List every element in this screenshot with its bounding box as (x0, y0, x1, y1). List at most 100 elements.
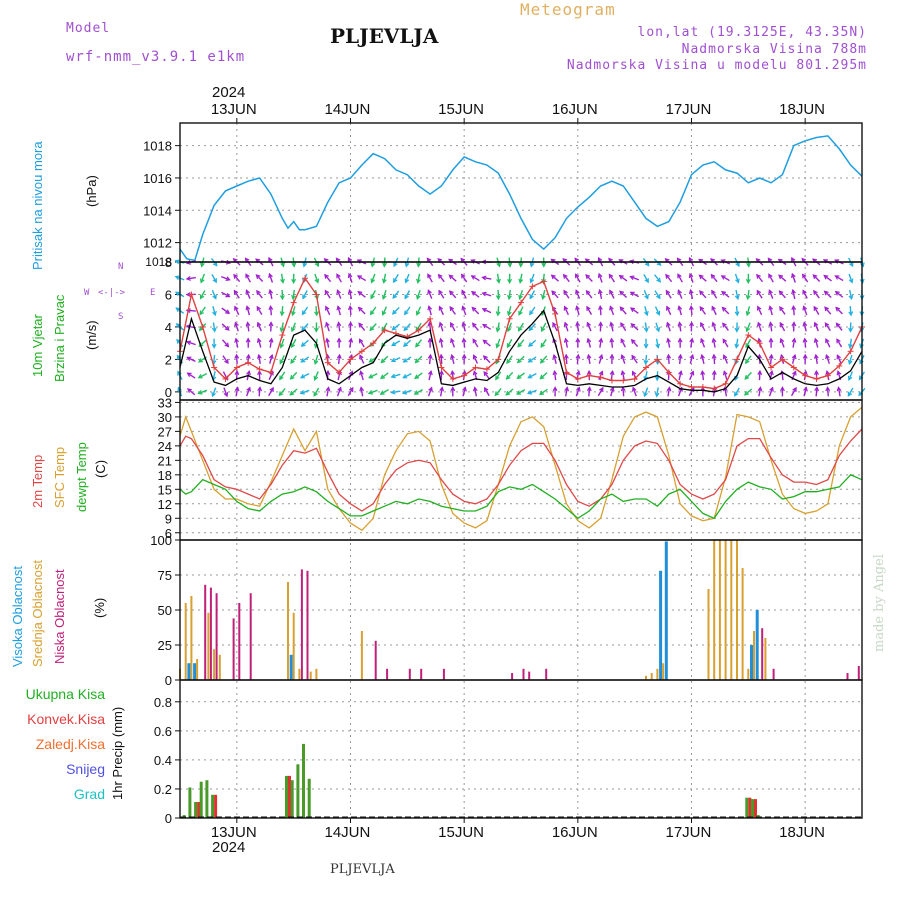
wind-arrow (211, 387, 217, 397)
wind-arrow-head (575, 353, 581, 359)
wind-arrow (315, 306, 318, 316)
cloud-mid-bar (287, 582, 289, 680)
wind-arrow-head (539, 358, 545, 364)
precip-tick-label: 0.2 (154, 782, 172, 797)
wind-arrow (246, 387, 251, 397)
wind-arrow (439, 338, 443, 348)
wind-arrow (336, 290, 342, 299)
wind-arrow (527, 389, 537, 395)
wind-arrow (563, 274, 570, 283)
wind-arrow-head (245, 305, 251, 311)
wind-arrow (495, 371, 502, 380)
wind-arrow-head (234, 369, 240, 376)
wind-arrow (621, 354, 626, 364)
wind-arrow-head (802, 353, 808, 359)
wind-arrow-head (336, 289, 341, 295)
wind-arrow-head (393, 278, 398, 284)
wind-arrow-head (551, 290, 557, 296)
wind-arrow (391, 390, 401, 394)
wind-arrow-head (482, 339, 488, 345)
wind-arrow (610, 338, 614, 348)
wind-arrow-head (233, 289, 239, 295)
wind-arrow (643, 387, 649, 397)
wind-arrow-head (278, 391, 284, 397)
cloud-mid-bar (764, 638, 767, 680)
wind-arrow-head (314, 262, 320, 268)
wind-arrow-head (575, 289, 580, 295)
wind-arrow-head (438, 305, 444, 311)
wind-arrow (268, 273, 274, 283)
wind-arrow-head (393, 262, 398, 268)
wind-arrow (325, 322, 330, 332)
wind-arrow (414, 372, 423, 379)
wind-arrow-head (495, 311, 501, 317)
wind-arrow-head (630, 338, 636, 344)
wind-arrow-head (427, 273, 432, 279)
wind-arrow-head (586, 337, 592, 343)
wind-arrow (302, 290, 308, 299)
wind-arrow (403, 339, 412, 347)
wind-arrow-head (516, 390, 522, 395)
wind-arrow (507, 306, 512, 316)
wind-arrow-head (507, 294, 512, 301)
wind-arrow-head (268, 256, 273, 262)
wind-arrow-head (234, 337, 239, 343)
wind-arrow (609, 306, 615, 316)
wind-arrow-head (746, 262, 751, 268)
wind-arrow-head (824, 306, 829, 312)
legend-total-rain: Ukupna Kisa (25, 686, 105, 702)
wind-arrow (200, 273, 205, 283)
cloud-mid-bar (196, 659, 199, 680)
wind-arrow-head (575, 321, 581, 327)
wind-arrow-head (552, 321, 557, 327)
wind-arrow-head (268, 288, 274, 295)
wind-arrow-head (688, 256, 694, 262)
wind-arrow-head (848, 278, 854, 284)
wind-arrow (427, 290, 433, 299)
wind-arrow-head (836, 370, 842, 376)
wind-arrow (678, 354, 682, 364)
wind-arrow (313, 387, 320, 397)
wind-arrow (258, 387, 261, 397)
wind-arrow (721, 275, 730, 282)
wind-arrow (848, 273, 853, 283)
cloud-mid-bar (292, 612, 295, 680)
wind-arrow (769, 306, 773, 316)
wind-arrow (690, 338, 693, 348)
wind-arrow (235, 387, 239, 397)
wind-arrow-head (234, 353, 240, 359)
wind-arrow (245, 273, 251, 283)
legend-conv-rain: Konvek.Kisa (27, 711, 105, 727)
wind-arrow-head (301, 326, 306, 332)
wind-arrow-head (518, 278, 524, 284)
wind-arrow-head (779, 321, 784, 327)
wind-arrow-head (428, 386, 433, 392)
footer-station: PLJEVLJA (330, 862, 395, 877)
wind-arrow (473, 355, 479, 364)
wind-arrow-head (186, 388, 192, 393)
wind-arrow-head (734, 294, 740, 301)
wind-arrow (745, 322, 751, 332)
wind-arrow-head (825, 386, 831, 392)
meteogram-label: Meteogram (520, 0, 616, 19)
wind-arrow-head (722, 354, 728, 360)
wind-arrow (370, 273, 376, 283)
wind-arrow-head (427, 305, 433, 311)
wind-arrow-head (609, 353, 615, 359)
wind-arrow (482, 276, 492, 280)
wind-arrow (812, 274, 821, 282)
day-label-bottom: 18JUN (779, 824, 825, 841)
wind-arrow (575, 387, 581, 397)
wind-arrow-head (402, 342, 408, 347)
wind-arrow (791, 273, 796, 283)
wind-arrow (358, 307, 366, 315)
wind-arrow-head (666, 321, 671, 327)
lonlat-text: lon,lat (19.3125E, 43.35N) (637, 25, 867, 40)
wind-arrow (269, 338, 273, 348)
wind-arrow (235, 338, 239, 348)
cloud-low-bar (408, 668, 411, 680)
wind-arrow-head (655, 310, 661, 316)
wind-arrow (609, 290, 615, 299)
wind-arrow (519, 273, 523, 283)
